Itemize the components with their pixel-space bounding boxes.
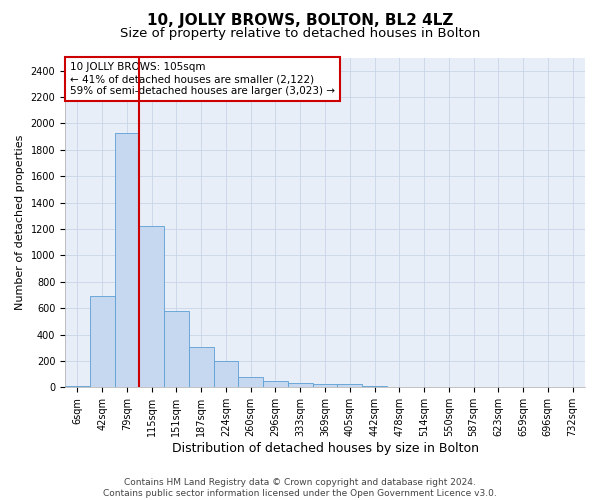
Bar: [238, 378, 263, 388]
Bar: [288, 382, 313, 388]
Bar: [387, 386, 412, 388]
Bar: [362, 386, 387, 388]
Text: 10 JOLLY BROWS: 105sqm
← 41% of detached houses are smaller (2,122)
59% of semi-: 10 JOLLY BROWS: 105sqm ← 41% of detached…: [70, 62, 335, 96]
Y-axis label: Number of detached properties: Number of detached properties: [15, 134, 25, 310]
Bar: [263, 382, 288, 388]
Text: 10, JOLLY BROWS, BOLTON, BL2 4LZ: 10, JOLLY BROWS, BOLTON, BL2 4LZ: [147, 12, 453, 28]
Bar: [214, 361, 238, 388]
Bar: [189, 347, 214, 388]
Bar: [65, 386, 90, 388]
Bar: [412, 386, 436, 388]
Bar: [115, 132, 139, 388]
Bar: [337, 384, 362, 388]
Bar: [313, 384, 337, 388]
X-axis label: Distribution of detached houses by size in Bolton: Distribution of detached houses by size …: [172, 442, 479, 455]
Text: Size of property relative to detached houses in Bolton: Size of property relative to detached ho…: [120, 28, 480, 40]
Bar: [90, 296, 115, 388]
Bar: [164, 312, 189, 388]
Bar: [139, 226, 164, 388]
Text: Contains HM Land Registry data © Crown copyright and database right 2024.
Contai: Contains HM Land Registry data © Crown c…: [103, 478, 497, 498]
